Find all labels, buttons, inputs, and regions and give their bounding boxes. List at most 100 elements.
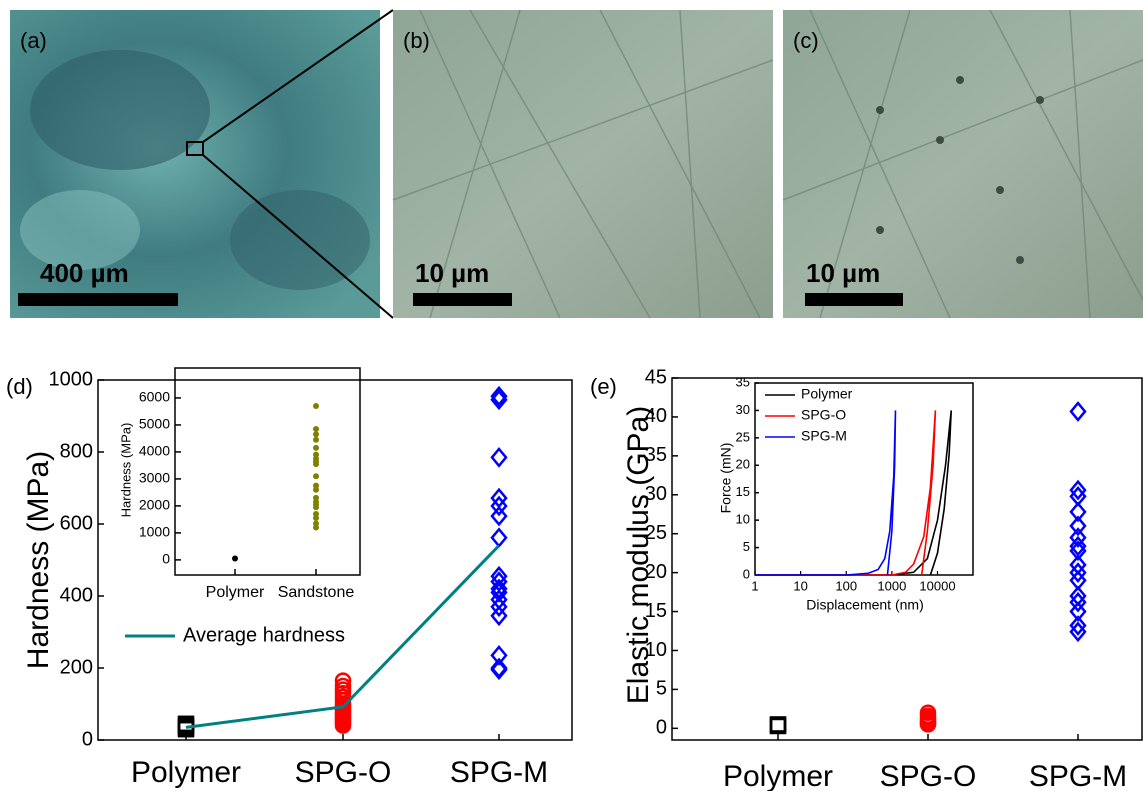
- point: [313, 431, 319, 438]
- panel-label: (d): [6, 374, 33, 399]
- y-tick-label: 3000: [139, 470, 170, 486]
- y-tick-label: 25: [645, 522, 667, 544]
- y-tick-label: 4000: [139, 443, 170, 459]
- y-tick-label: 0: [743, 566, 750, 581]
- y-tick-label: 15: [736, 484, 750, 499]
- x-tick-label: 1000: [877, 578, 906, 593]
- point: [490, 596, 508, 618]
- legend-label: SPG-M: [801, 428, 847, 444]
- panel-label: (c): [793, 28, 819, 53]
- y-tick-label: 30: [736, 402, 750, 417]
- point: [490, 495, 508, 517]
- point: [313, 436, 319, 443]
- y-tick-label: 6000: [139, 389, 170, 405]
- x-tick-label: 1: [751, 578, 758, 593]
- y-tick-label: 40: [645, 405, 667, 427]
- legend-label: SPG-O: [801, 407, 846, 423]
- point: [1069, 401, 1087, 422]
- y-tick-label: 800: [60, 440, 93, 462]
- y-tick-label: 0: [162, 551, 170, 567]
- y-tick-label: 5: [656, 678, 667, 700]
- y-tick-label: 10: [645, 639, 667, 661]
- x-tick-label: SPG-M: [450, 756, 548, 789]
- average-line: [185, 544, 501, 729]
- point: [1069, 591, 1087, 613]
- point: [313, 403, 319, 410]
- x-tick-label: SPG-M: [1029, 760, 1127, 791]
- point: [1069, 501, 1087, 523]
- legend-label: Polymer: [801, 386, 853, 402]
- y-tick-label: 15: [645, 600, 667, 622]
- y-axis-label: Hardness (MPa): [22, 451, 55, 669]
- y-tick-label: 0: [656, 717, 667, 739]
- plot-frame: [174, 367, 361, 576]
- curve: [755, 410, 897, 576]
- panel-label: (b): [403, 28, 430, 53]
- x-tick-label: 10000: [919, 578, 955, 593]
- y-tick-label: 10: [736, 512, 750, 527]
- y-tick-label: 1000: [139, 524, 170, 540]
- y-tick-label: 25: [736, 429, 750, 444]
- point: [769, 717, 787, 735]
- point: [1069, 621, 1087, 643]
- point: [334, 672, 352, 689]
- point: [313, 486, 319, 493]
- curve: [755, 410, 937, 576]
- plot-frame: [97, 379, 573, 741]
- micrograph-a: [10, 9, 394, 319]
- y-tick-label: 20: [736, 457, 750, 472]
- point: [490, 645, 508, 666]
- y-tick-label: 400: [60, 584, 93, 606]
- panel-label: (e): [590, 374, 617, 399]
- y-tick-label: 2000: [139, 497, 170, 513]
- point: [490, 389, 508, 411]
- x-tick-label: Sandstone: [278, 584, 355, 601]
- point: [313, 524, 319, 531]
- y-axis-label: Elastic modulus (GPa): [622, 406, 655, 704]
- point: [177, 720, 195, 738]
- point: [919, 716, 937, 733]
- x-tick-label: 100: [835, 578, 857, 593]
- point: [313, 515, 319, 522]
- x-tick-label: 10: [793, 578, 807, 593]
- point: [490, 447, 508, 468]
- x-tick-label: Polymer: [206, 584, 265, 601]
- inset-bg: [755, 383, 973, 575]
- point: [313, 461, 319, 468]
- x-tick-label: Polymer: [723, 760, 833, 791]
- point: [769, 716, 787, 734]
- point: [490, 527, 508, 549]
- y-axis-label: Force (mN): [718, 443, 734, 514]
- micrograph-b: [392, 9, 774, 319]
- scale-bar-label: 400 µm: [40, 258, 129, 288]
- plot-frame: [671, 377, 1143, 741]
- point: [1069, 562, 1087, 583]
- x-tick-label: SPG-O: [880, 760, 977, 791]
- point: [490, 582, 508, 603]
- y-tick-label: 5: [743, 539, 750, 554]
- point: [313, 473, 319, 480]
- y-tick-label: 0: [82, 728, 93, 750]
- y-axis-label: Hardness (MPa): [118, 423, 133, 518]
- point: [313, 444, 319, 451]
- point: [1069, 540, 1087, 562]
- point: [490, 385, 508, 407]
- y-tick-label: 600: [60, 512, 93, 534]
- y-tick-label: 1000: [49, 368, 94, 390]
- y-tick-label: 5000: [139, 416, 170, 432]
- point: [232, 555, 238, 562]
- panel-label: (a): [20, 28, 47, 53]
- point: [1069, 615, 1087, 636]
- y-tick-label: 35: [645, 444, 667, 466]
- point: [490, 505, 508, 527]
- point: [313, 504, 319, 511]
- point: [313, 425, 319, 432]
- y-tick-label: 20: [645, 561, 667, 583]
- y-tick-label: 200: [60, 656, 93, 678]
- legend-label: Average hardness: [183, 624, 345, 646]
- scale-bar-label: 10 µm: [806, 258, 880, 288]
- point: [1069, 515, 1087, 537]
- point: [490, 659, 508, 681]
- point: [334, 717, 352, 734]
